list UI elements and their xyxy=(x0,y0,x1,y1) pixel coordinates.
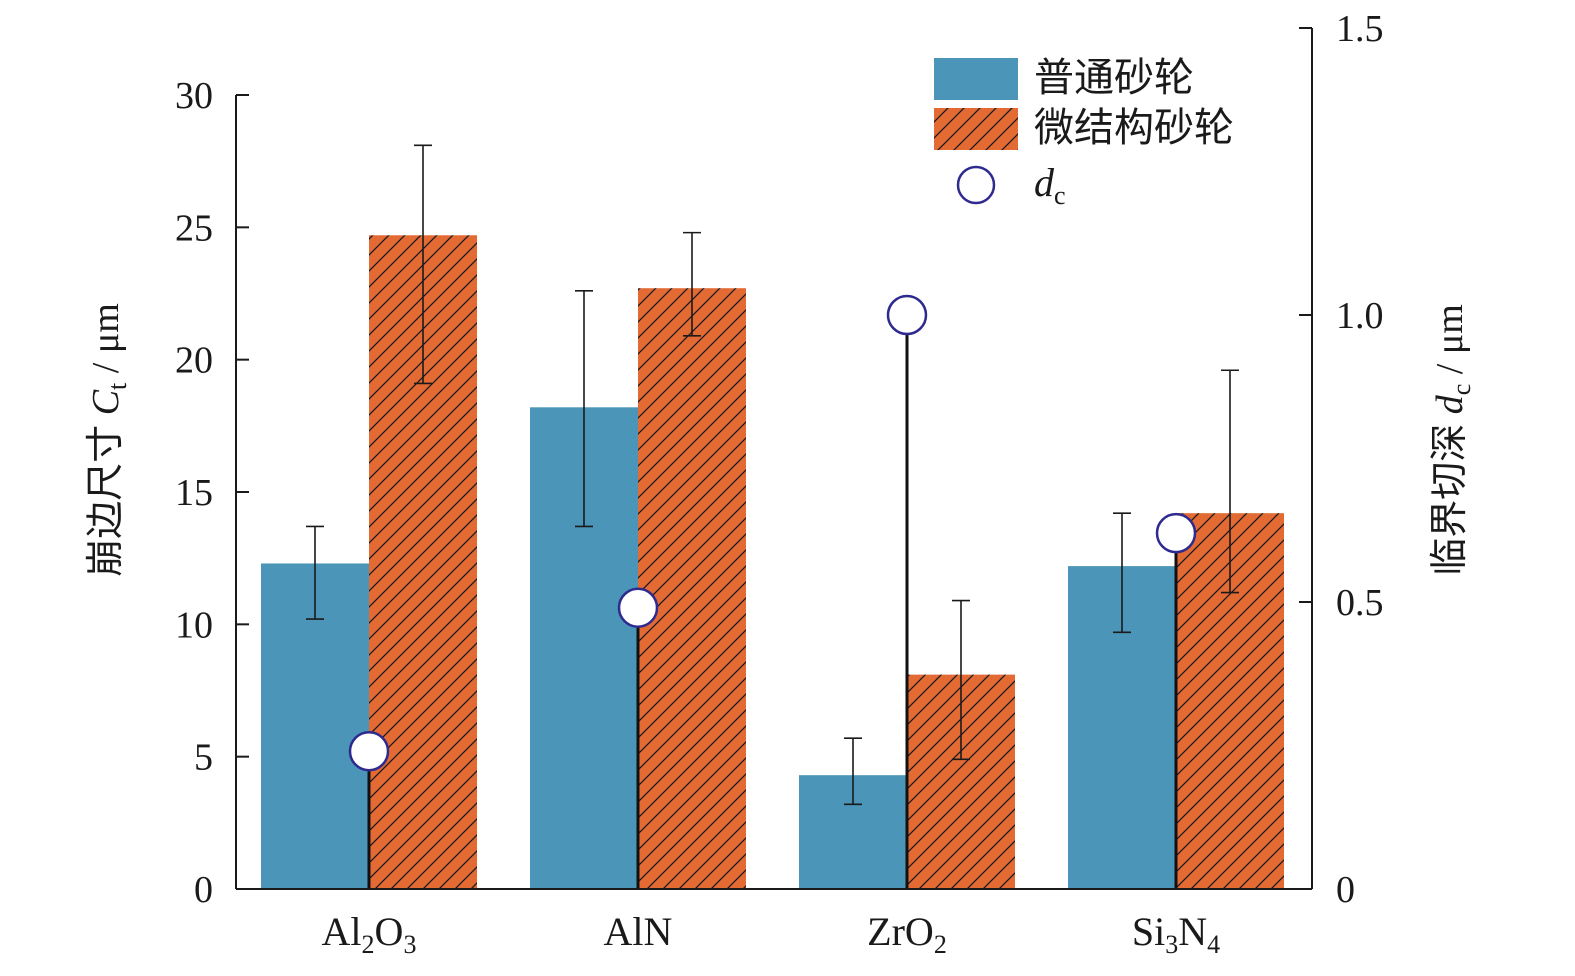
left-axis-title: 崩边尺寸 Ct / μm xyxy=(85,303,132,577)
left-tick-label: 20 xyxy=(175,340,213,382)
legend-swatch-normal xyxy=(934,58,1018,100)
left-tick-label: 10 xyxy=(175,604,213,646)
legend-label-microstructured: 微结构砂轮 xyxy=(1034,105,1234,150)
x-tick-label-1: AlN xyxy=(604,909,673,954)
dc-marker-1 xyxy=(617,587,659,628)
bar-microstructured-1 xyxy=(638,288,746,889)
legend-swatch-microstructured xyxy=(934,108,1018,150)
right-axis-title: 临界切深 dc / μm xyxy=(1429,304,1476,576)
right-tick-label: 0 xyxy=(1336,869,1355,911)
left-tick-label: 30 xyxy=(175,75,213,117)
right-tick-label: 0.5 xyxy=(1336,582,1384,624)
left-tick-label: 0 xyxy=(194,869,213,911)
x-tick-label-2: ZrO2 xyxy=(867,909,947,959)
x-tick-label-0: Al2O3 xyxy=(322,909,417,959)
critical-depth-layer xyxy=(348,294,1197,889)
left-tick-label: 15 xyxy=(175,472,213,514)
right-tick-label: 1.0 xyxy=(1336,295,1384,337)
bars-layer xyxy=(261,235,1284,890)
axes-layer: Al2O3 AlN ZrO2 Si3N4 0 5 10 15 20 25 30 0 0.5 1.0 1.5 崩… xyxy=(85,8,1476,959)
dc-marker-2 xyxy=(886,294,928,336)
dc-marker-0 xyxy=(348,730,390,772)
x-tick-label-3: Si3N4 xyxy=(1132,909,1220,959)
right-tick-label: 1.5 xyxy=(1336,8,1384,50)
legend-label-dc: dc xyxy=(1034,160,1066,210)
error-bars-layer xyxy=(306,144,1239,806)
dc-marker-3 xyxy=(1155,512,1197,554)
left-tick-label: 25 xyxy=(175,207,213,249)
legend-label-normal: 普通砂轮 xyxy=(1034,55,1194,100)
legend-marker-dc xyxy=(956,165,996,205)
left-tick-label: 5 xyxy=(194,737,213,779)
